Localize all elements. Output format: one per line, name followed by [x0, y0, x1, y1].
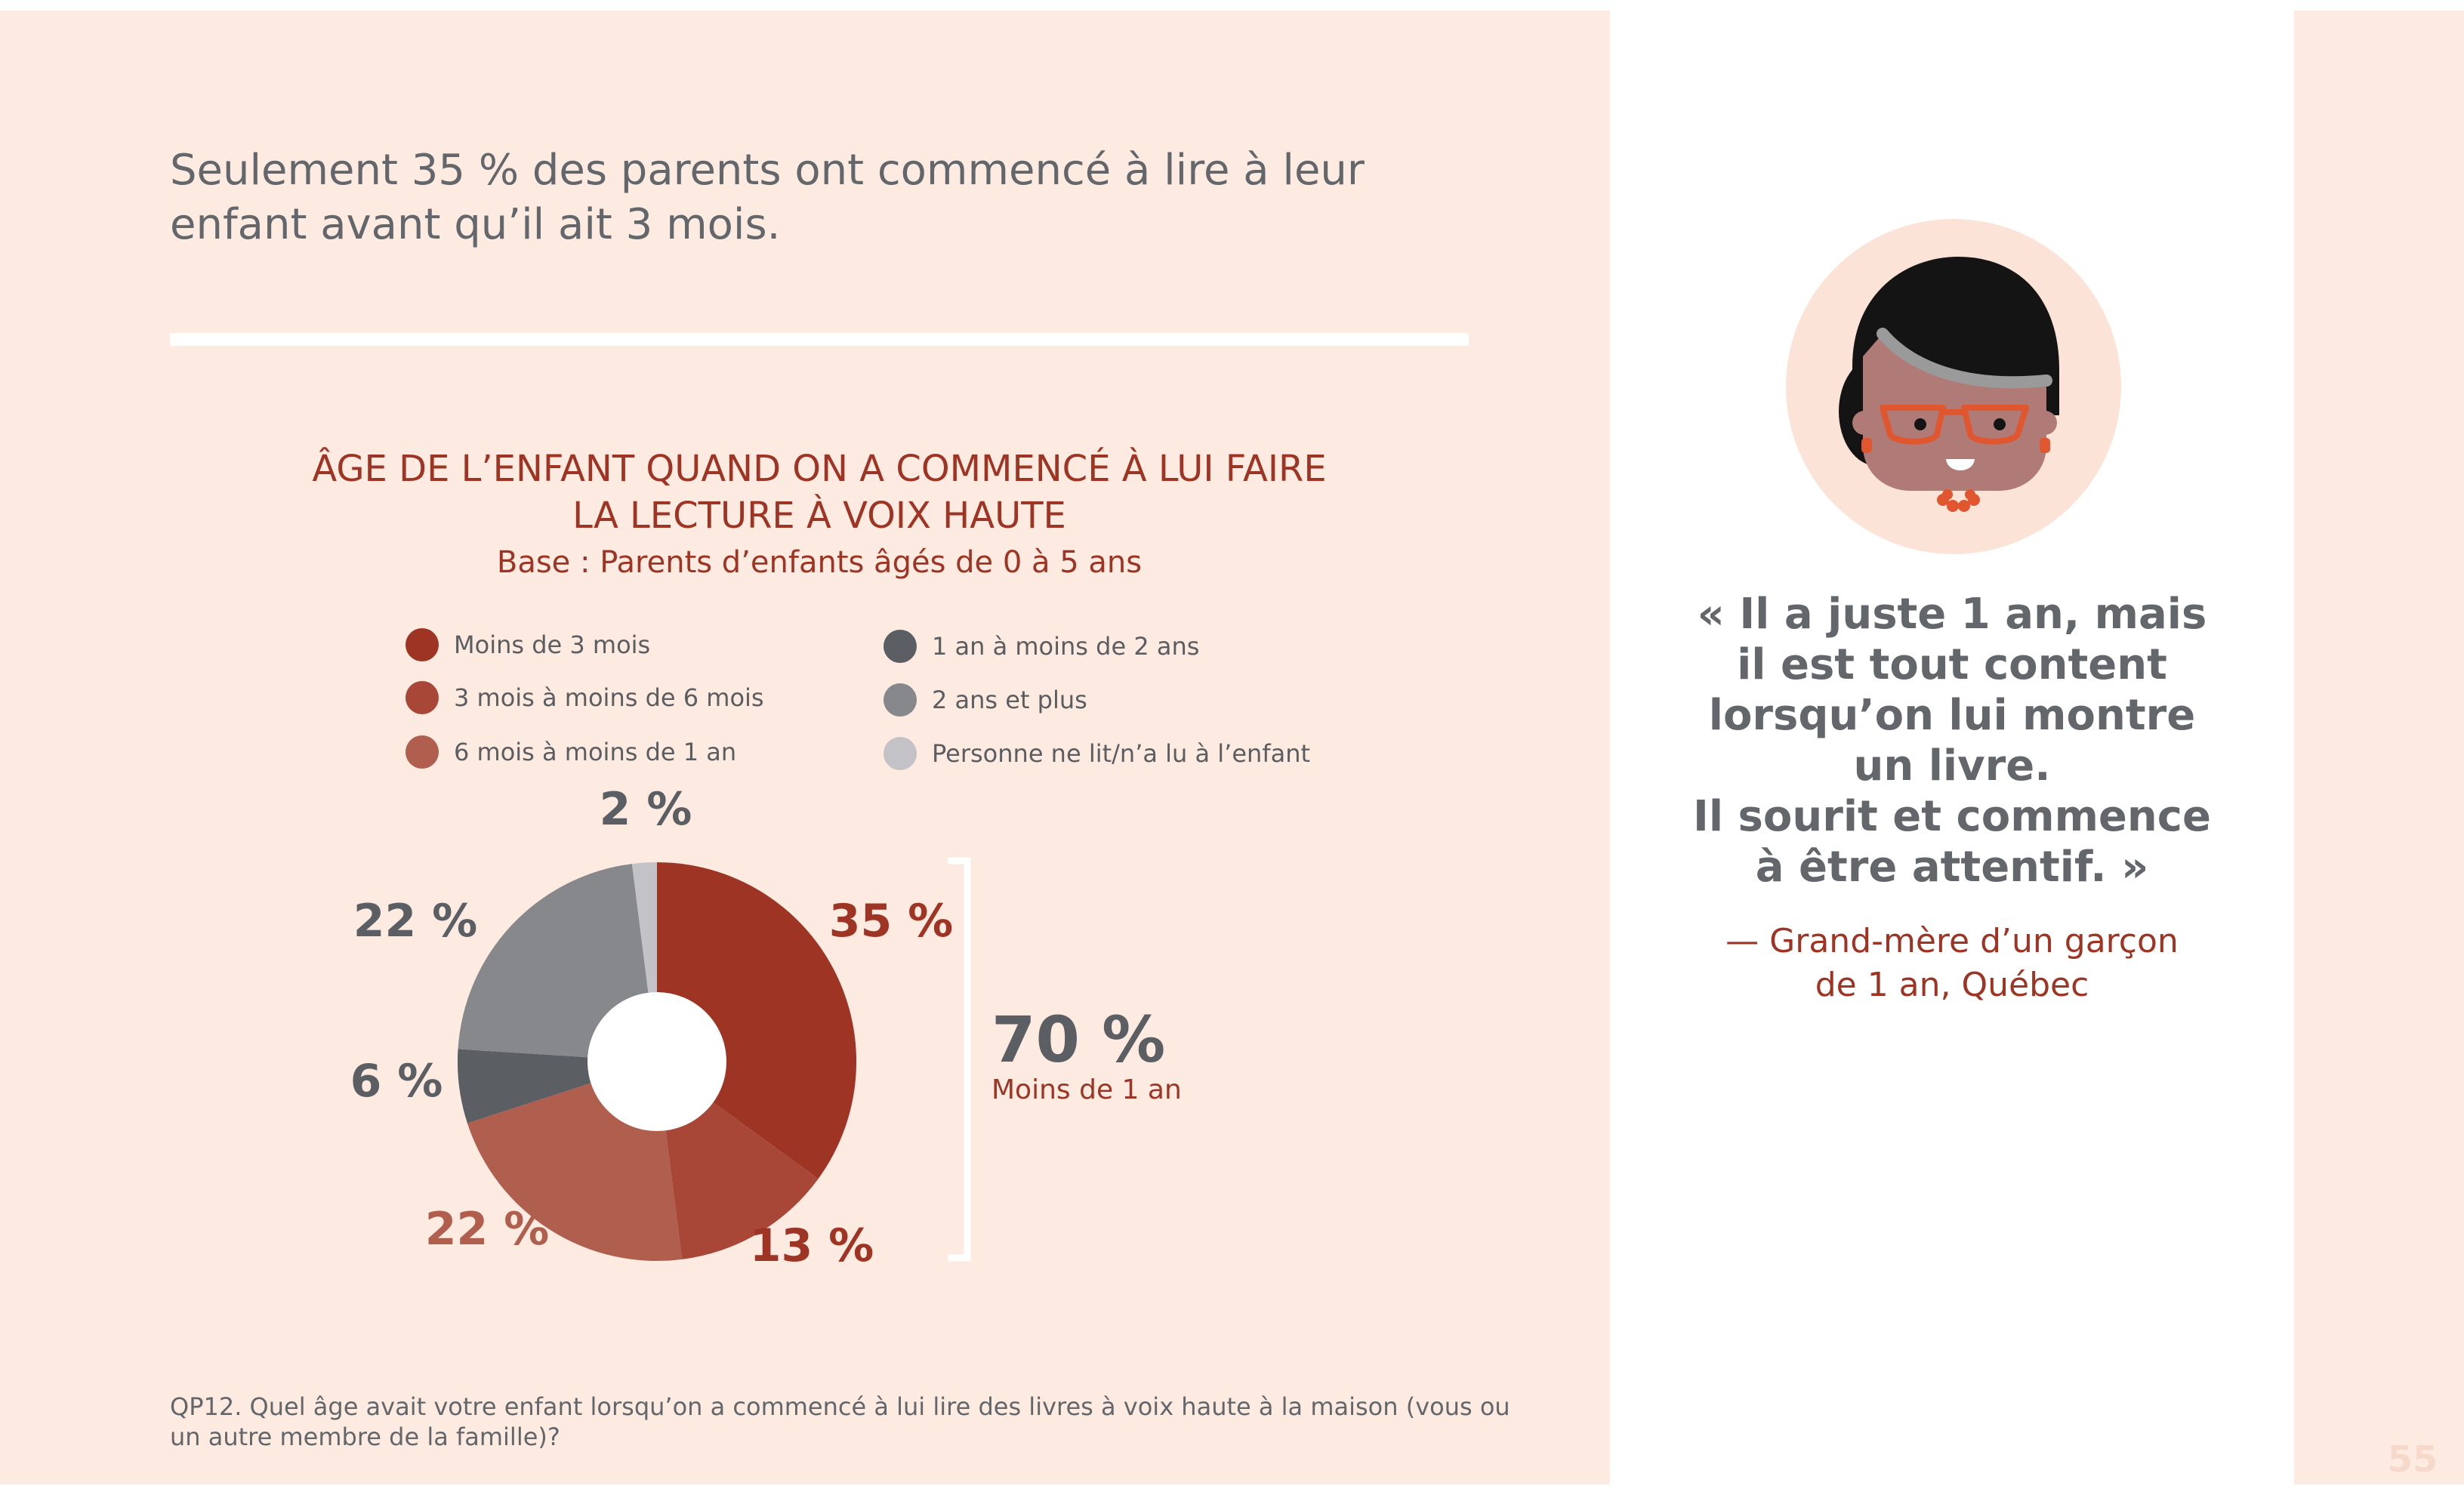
donut-chart: 35 % 13 % 22 % 6 % 22 % 2 % 70 % Moins de 1 a… [350, 783, 1182, 1272]
face-upper [1863, 334, 2046, 421]
slice-data-label: 2 % [600, 783, 692, 836]
slice-data-label: 6 % [350, 1055, 443, 1108]
legend-label: 6 mois à moins de 1 an [454, 738, 737, 766]
slice-data-label: 22 % [353, 895, 478, 948]
earring-left-icon [1861, 438, 1872, 453]
hair-streak [1877, 328, 2052, 389]
slice-data-label: 13 % [750, 1219, 874, 1272]
ear-right [2033, 411, 2057, 435]
quote-attribution: — Grand-mère d’un garçon de 1 an, Québec [1725, 922, 2179, 1004]
legend-swatch [884, 683, 917, 717]
legend-item-6-mois-a-1-an: 6 mois à moins de 1 an [406, 733, 736, 771]
legend-item-2-ans-et-plus: 2 ans et plus [884, 681, 1087, 719]
legend-swatch [406, 681, 439, 714]
summary-bracket [948, 857, 971, 1262]
legend-item-3-a-6-mois: 3 mois à moins de 6 mois [406, 679, 764, 717]
legend-label: Moins de 3 mois [454, 630, 651, 659]
earring-right-icon [2040, 438, 2050, 453]
legend-swatch [406, 628, 439, 661]
glasses-left-icon [1880, 405, 1946, 445]
eye-left [1914, 418, 1926, 430]
legend-swatch [884, 737, 917, 770]
slice-data-label: 22 % [425, 1203, 550, 1256]
ear-left [1852, 411, 1877, 435]
legend-item-1-a-2-ans: 1 an à moins de 2 ans [884, 627, 1199, 665]
chart-subtitle: Base : Parents d’enfants âgés de 0 à 5 a… [496, 545, 1143, 580]
donut-hole [587, 992, 726, 1131]
summary-label: Moins de 1 an [991, 1074, 1182, 1105]
legend-swatch [884, 630, 917, 663]
grandmother-avatar [1786, 219, 2121, 554]
slice-labels: 35 % 13 % 22 % 6 % 22 % 2 % [350, 783, 954, 1272]
summary-value: 70 % [991, 1003, 1165, 1077]
page-number: 55 [2387, 1438, 2438, 1481]
eye-right [1994, 418, 2006, 430]
legend-label: 3 mois à moins de 6 mois [454, 683, 764, 712]
right-panel-strip [2294, 11, 2464, 1484]
legend-label: 1 an à moins de 2 ans [932, 632, 1200, 661]
testimonial-quote: « Il a juste 1 an, mais il est tout cont… [1693, 590, 2211, 892]
left-panel [0, 11, 1610, 1484]
donut-slice [458, 864, 657, 1062]
legend-swatch [406, 735, 439, 769]
divider [170, 333, 1469, 346]
legend-item-personne: Personne ne lit/n’a lu à l’enfant [884, 735, 1310, 772]
headline: Seulement 35 % des parents ont commencé … [170, 146, 1365, 249]
footnote: QP12. Quel âge avait votre enfant lorsqu… [170, 1392, 1510, 1451]
chart-title: ÂGE DE L’ENFANT QUAND ON A COMMENCÉ À LU… [312, 448, 1327, 537]
slice-data-label: 35 % [829, 895, 954, 948]
legend-label: 2 ans et plus [932, 686, 1087, 714]
smile [1946, 459, 1975, 470]
glasses-right-icon [1961, 405, 2029, 445]
legend-item-moins-de-3-mois: Moins de 3 mois [406, 626, 650, 664]
legend-label: Personne ne lit/n’a lu à l’enfant [932, 739, 1311, 768]
necklace-icon [1937, 489, 1980, 512]
donut-slice [657, 862, 857, 1179]
